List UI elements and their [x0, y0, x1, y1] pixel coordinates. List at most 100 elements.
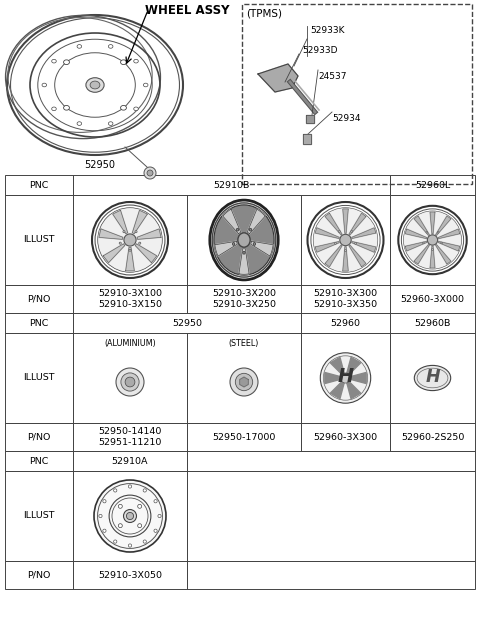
- Ellipse shape: [90, 81, 100, 89]
- Polygon shape: [414, 245, 429, 264]
- Ellipse shape: [134, 59, 138, 63]
- Bar: [5, 313, 73, 333]
- Ellipse shape: [238, 233, 250, 247]
- Ellipse shape: [119, 242, 121, 244]
- Polygon shape: [343, 247, 348, 271]
- Ellipse shape: [340, 234, 351, 246]
- Polygon shape: [430, 212, 435, 234]
- Polygon shape: [325, 372, 341, 383]
- Ellipse shape: [335, 242, 336, 244]
- Polygon shape: [247, 209, 265, 234]
- Ellipse shape: [129, 249, 131, 251]
- Circle shape: [320, 353, 371, 403]
- Polygon shape: [135, 244, 157, 263]
- Polygon shape: [405, 241, 427, 251]
- Ellipse shape: [214, 205, 274, 275]
- Polygon shape: [347, 381, 360, 399]
- Bar: [187, 285, 301, 313]
- Circle shape: [94, 480, 166, 552]
- Bar: [390, 285, 475, 313]
- Bar: [301, 195, 390, 285]
- Polygon shape: [349, 245, 366, 266]
- Polygon shape: [126, 248, 134, 271]
- Ellipse shape: [437, 231, 439, 233]
- Text: P/NO: P/NO: [27, 433, 51, 442]
- Bar: [5, 451, 73, 471]
- Circle shape: [126, 512, 133, 519]
- Polygon shape: [352, 228, 376, 238]
- Ellipse shape: [63, 60, 70, 65]
- Circle shape: [103, 529, 106, 532]
- Ellipse shape: [63, 105, 70, 110]
- Bar: [73, 451, 187, 471]
- Bar: [187, 195, 301, 285]
- Bar: [187, 423, 301, 451]
- Polygon shape: [223, 209, 240, 234]
- Bar: [73, 285, 187, 313]
- Text: 52910-3X300
52910-3X350: 52910-3X300 52910-3X350: [313, 290, 378, 309]
- Ellipse shape: [313, 208, 378, 272]
- Polygon shape: [251, 241, 273, 256]
- Circle shape: [138, 505, 142, 508]
- Bar: [73, 333, 187, 423]
- Bar: [5, 195, 73, 285]
- Ellipse shape: [77, 122, 82, 125]
- Bar: [390, 313, 475, 333]
- Bar: [187, 561, 475, 589]
- Text: 52933K: 52933K: [310, 26, 345, 35]
- Circle shape: [123, 510, 136, 523]
- Ellipse shape: [120, 105, 126, 110]
- Polygon shape: [103, 244, 125, 263]
- Text: 52910-3X100
52910-3X150: 52910-3X100 52910-3X150: [98, 290, 162, 309]
- Ellipse shape: [345, 250, 347, 252]
- Text: PNC: PNC: [29, 318, 48, 327]
- Ellipse shape: [253, 243, 256, 245]
- Ellipse shape: [123, 230, 125, 233]
- Bar: [73, 423, 187, 451]
- Text: 52910-3X200
52910-3X250: 52910-3X200 52910-3X250: [212, 290, 276, 309]
- Polygon shape: [436, 216, 451, 236]
- Polygon shape: [215, 241, 237, 256]
- Circle shape: [340, 373, 350, 383]
- Text: 52950: 52950: [172, 318, 202, 327]
- Bar: [301, 423, 390, 451]
- Ellipse shape: [98, 208, 162, 272]
- Text: P/NO: P/NO: [27, 295, 51, 304]
- Polygon shape: [330, 381, 344, 399]
- Text: 52910A: 52910A: [112, 456, 148, 465]
- Text: 52960L: 52960L: [415, 180, 450, 189]
- Polygon shape: [343, 209, 348, 233]
- Ellipse shape: [52, 107, 56, 110]
- Polygon shape: [347, 358, 360, 374]
- Ellipse shape: [86, 78, 104, 92]
- Text: 52950-14140
52951-11210: 52950-14140 52951-11210: [98, 428, 162, 447]
- Text: (STEEL): (STEEL): [229, 339, 259, 348]
- Ellipse shape: [236, 229, 239, 231]
- Polygon shape: [438, 241, 460, 251]
- Polygon shape: [436, 245, 451, 264]
- Polygon shape: [350, 372, 366, 383]
- Ellipse shape: [355, 242, 357, 244]
- Ellipse shape: [427, 235, 438, 245]
- Text: 52960: 52960: [331, 318, 360, 327]
- Text: 52960-2S250: 52960-2S250: [401, 433, 464, 442]
- Polygon shape: [405, 229, 427, 239]
- Bar: [187, 451, 475, 471]
- Ellipse shape: [212, 203, 276, 277]
- Ellipse shape: [422, 242, 424, 244]
- Circle shape: [154, 529, 157, 532]
- Ellipse shape: [135, 230, 137, 233]
- Text: 52960-3X000: 52960-3X000: [400, 295, 465, 304]
- Ellipse shape: [108, 122, 113, 125]
- Text: 52960-3X300: 52960-3X300: [313, 433, 378, 442]
- Polygon shape: [258, 64, 298, 92]
- Ellipse shape: [52, 59, 56, 63]
- Ellipse shape: [351, 230, 353, 232]
- Polygon shape: [330, 358, 344, 374]
- Bar: [390, 423, 475, 451]
- Ellipse shape: [108, 44, 113, 48]
- Bar: [5, 471, 73, 561]
- Polygon shape: [137, 229, 161, 239]
- Bar: [73, 175, 390, 195]
- Text: 52960B: 52960B: [414, 318, 451, 327]
